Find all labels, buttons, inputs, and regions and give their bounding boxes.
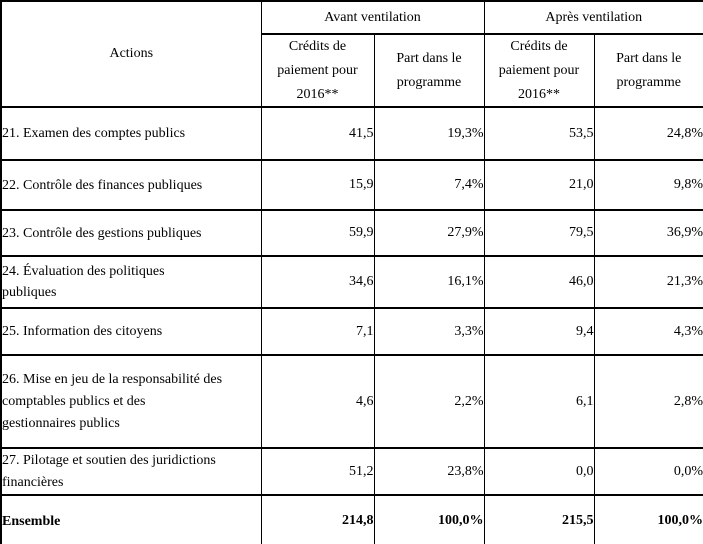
avant-part-value: 16,1% xyxy=(373,255,485,310)
avant-part-header: Part dans le programme xyxy=(373,32,485,109)
total-apres-part: 100,0% xyxy=(593,494,703,544)
header-sub-row: Crédits de paiement pour 2016** Part dan… xyxy=(1,32,703,109)
apres-part-value: 24,8% xyxy=(593,106,703,162)
apres-credits-value: 0,0 xyxy=(483,447,595,497)
actions-column-header: Actions xyxy=(0,0,262,109)
avant-part-value: 7,4% xyxy=(373,159,485,212)
avant-part-value: 27,9% xyxy=(373,209,485,258)
total-label: Ensemble xyxy=(0,494,262,544)
action-label: 23. Contrôle des gestions publiques xyxy=(0,209,262,258)
apres-credits-value: 6,1 xyxy=(483,354,595,450)
apres-part-value: 36,9% xyxy=(593,209,703,258)
apres-credits-value: 21,0 xyxy=(483,159,595,212)
total-row: Ensemble 214,8 100,0% 215,5 100,0% xyxy=(0,494,703,544)
apres-part-value: 21,3% xyxy=(593,255,703,310)
total-avant-part: 100,0% xyxy=(373,494,485,544)
total-avant-credits: 214,8 xyxy=(260,494,375,544)
table-row: 21. Examen des comptes publics 41,5 19,3… xyxy=(0,106,703,162)
avant-ventilation-header: Avant ventilation xyxy=(260,0,485,35)
table-row: 26. Mise en jeu de la responsabilité des… xyxy=(0,354,703,450)
apres-part-value: 2,8% xyxy=(593,354,703,450)
avant-part-value: 23,8% xyxy=(373,447,485,497)
total-apres-credits: 215,5 xyxy=(483,494,595,544)
avant-credits-value: 41,5 xyxy=(260,106,375,162)
table-row: 24. Évaluation des politiques publiques … xyxy=(0,255,703,310)
avant-part-value: 3,3% xyxy=(373,307,485,357)
apres-credits-value: 9,4 xyxy=(483,307,595,357)
table-row: 22. Contrôle des finances publiques 15,9… xyxy=(0,159,703,212)
apres-part-value: 0,0% xyxy=(593,447,703,497)
apres-part-header: Part dans le programme xyxy=(593,32,703,109)
table-row: 23. Contrôle des gestions publiques 59,9… xyxy=(0,209,703,258)
avant-credits-value: 4,6 xyxy=(260,354,375,450)
avant-credits-value: 59,9 xyxy=(260,209,375,258)
action-label: 22. Contrôle des finances publiques xyxy=(0,159,262,212)
apres-part-value: 4,3% xyxy=(593,307,703,357)
avant-part-value: 2,2% xyxy=(373,354,485,450)
apres-credits-value: 79,5 xyxy=(483,209,595,258)
action-label: 21. Examen des comptes publics xyxy=(0,106,262,162)
action-label: 26. Mise en jeu de la responsabilité des… xyxy=(0,354,262,450)
apres-credits-value: 53,5 xyxy=(483,106,595,162)
apres-credits-value: 46,0 xyxy=(483,255,595,310)
avant-credits-header: Crédits de paiement pour 2016** xyxy=(260,32,375,109)
apres-credits-header: Crédits de paiement pour 2016** xyxy=(483,32,595,109)
apres-part-value: 9,8% xyxy=(593,159,703,212)
avant-credits-value: 51,2 xyxy=(260,447,375,497)
table-row: 25. Information des citoyens 7,1 3,3% 9,… xyxy=(0,307,703,357)
header-group-row: Actions Avant ventilation Après ventilat… xyxy=(0,0,703,109)
avant-credits-value: 15,9 xyxy=(260,159,375,212)
avant-credits-value: 34,6 xyxy=(260,255,375,310)
action-label: 27. Pilotage et soutien des juridictions… xyxy=(0,447,262,497)
action-label: 25. Information des citoyens xyxy=(0,307,262,357)
avant-credits-value: 7,1 xyxy=(260,307,375,357)
apres-ventilation-header: Après ventilation xyxy=(483,0,703,35)
table-row: 27. Pilotage et soutien des juridictions… xyxy=(0,447,703,497)
avant-part-value: 19,3% xyxy=(373,106,485,162)
action-label: 24. Évaluation des politiques publiques xyxy=(0,255,262,310)
